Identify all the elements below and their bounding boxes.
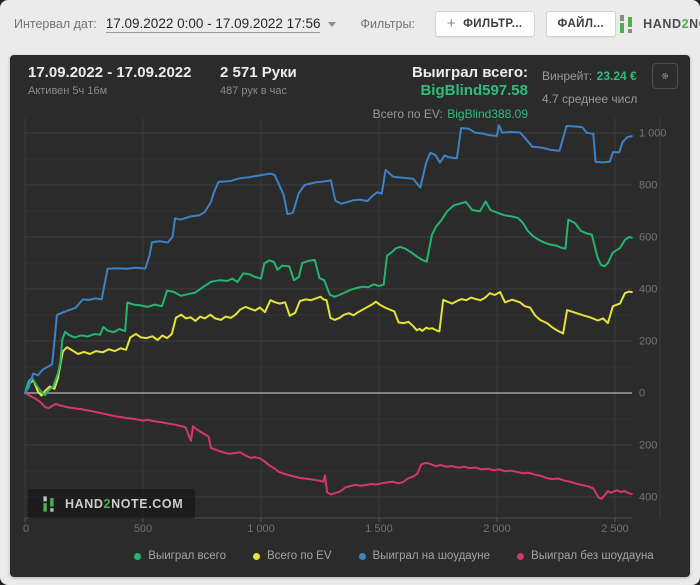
date-range-selector[interactable]: 17.09.2022 0:00 - 17.09.2022 17:56	[105, 15, 321, 33]
session-header: 17.09.2022 - 17.09.2022 Активен 5ч 16м 2…	[10, 55, 690, 121]
series-line-2	[24, 124, 633, 394]
hand2note-watermark-icon	[43, 496, 54, 512]
chart-legend: Выиграл всего Всего по EV Выиграл на шоу…	[10, 550, 690, 562]
legend-dot-blue	[358, 552, 366, 560]
legend-item-total-ev[interactable]: Всего по EV	[253, 550, 332, 562]
x-tick-label: 1 000	[247, 523, 275, 535]
y-tick-label: 600	[639, 232, 657, 244]
hand2note-logo-icon	[620, 15, 633, 33]
y-tick-label: 0	[639, 388, 645, 400]
ev-total-label: Всего по EV:	[372, 107, 443, 121]
date-interval-label: Интервал дат:	[14, 17, 97, 31]
x-tick-label: 2 500	[601, 523, 629, 535]
winrate-value: 23.24 €	[596, 69, 637, 83]
y-tick-label: 1 000	[639, 128, 667, 140]
ev-total-value: BigBlind388.09	[447, 107, 528, 121]
winrate-label: Винрейт:	[542, 69, 593, 83]
x-tick-label: 0	[23, 523, 29, 535]
hands-count: 2 571 Руки	[220, 64, 297, 81]
avg-note: 4.7 среднее числ	[542, 92, 638, 106]
won-total-label: Выиграл всего:	[411, 64, 528, 81]
y-tick-label: 200	[639, 336, 657, 348]
chart-watermark: HAND2NOTE.COM	[28, 489, 196, 519]
x-tick-label: 1 500	[365, 523, 393, 535]
series-line-0	[24, 200, 633, 397]
legend-item-won-showdown[interactable]: Выиграл на шоудауне	[358, 550, 490, 562]
watermark-text: HAND2NOTE.COM	[65, 497, 184, 511]
y-tick-label: 400	[639, 284, 657, 296]
x-tick-label: 500	[134, 523, 152, 535]
legend-item-won-total[interactable]: Выиграл всего	[134, 550, 226, 562]
session-panel: 17.09.2022 - 17.09.2022 Активен 5ч 16м 2…	[10, 55, 690, 577]
series-line-3	[24, 392, 633, 500]
won-total-value: BigBlind597.58	[420, 82, 528, 99]
hand2note-logo: HAND2NOTE.COM	[616, 14, 700, 34]
legend-dot-pink	[517, 552, 525, 560]
legend-dot-yellow	[253, 552, 260, 560]
x-tick-label: 2 000	[483, 523, 511, 535]
y-tick-label: 200	[639, 440, 657, 452]
y-tick-label: 400	[639, 492, 657, 504]
hands-per-hour: 487 рук в час	[220, 85, 288, 97]
legend-dot-green	[134, 552, 142, 560]
session-active-duration: Активен 5ч 16м	[28, 85, 108, 97]
filters-label: Фильтры:	[360, 17, 415, 31]
session-date-range: 17.09.2022 - 17.09.2022	[28, 64, 192, 81]
gear-icon	[661, 72, 669, 80]
y-tick-label: 800	[639, 180, 657, 192]
legend-item-won-nonshowdown[interactable]: Выиграл без шоудауна	[517, 550, 654, 562]
settings-button[interactable]	[652, 63, 678, 89]
top-bar: Интервал дат: 17.09.2022 0:00 - 17.09.20…	[0, 0, 700, 48]
series-line-1	[24, 290, 633, 397]
add-filter-button[interactable]: + ФИЛЬТР...	[434, 11, 535, 37]
file-button[interactable]: ФАЙЛ...	[545, 11, 617, 37]
hand2note-logo-text: HAND2NOTE.COM	[643, 17, 700, 31]
plus-icon: +	[446, 15, 457, 32]
chevron-down-icon[interactable]	[328, 21, 337, 27]
